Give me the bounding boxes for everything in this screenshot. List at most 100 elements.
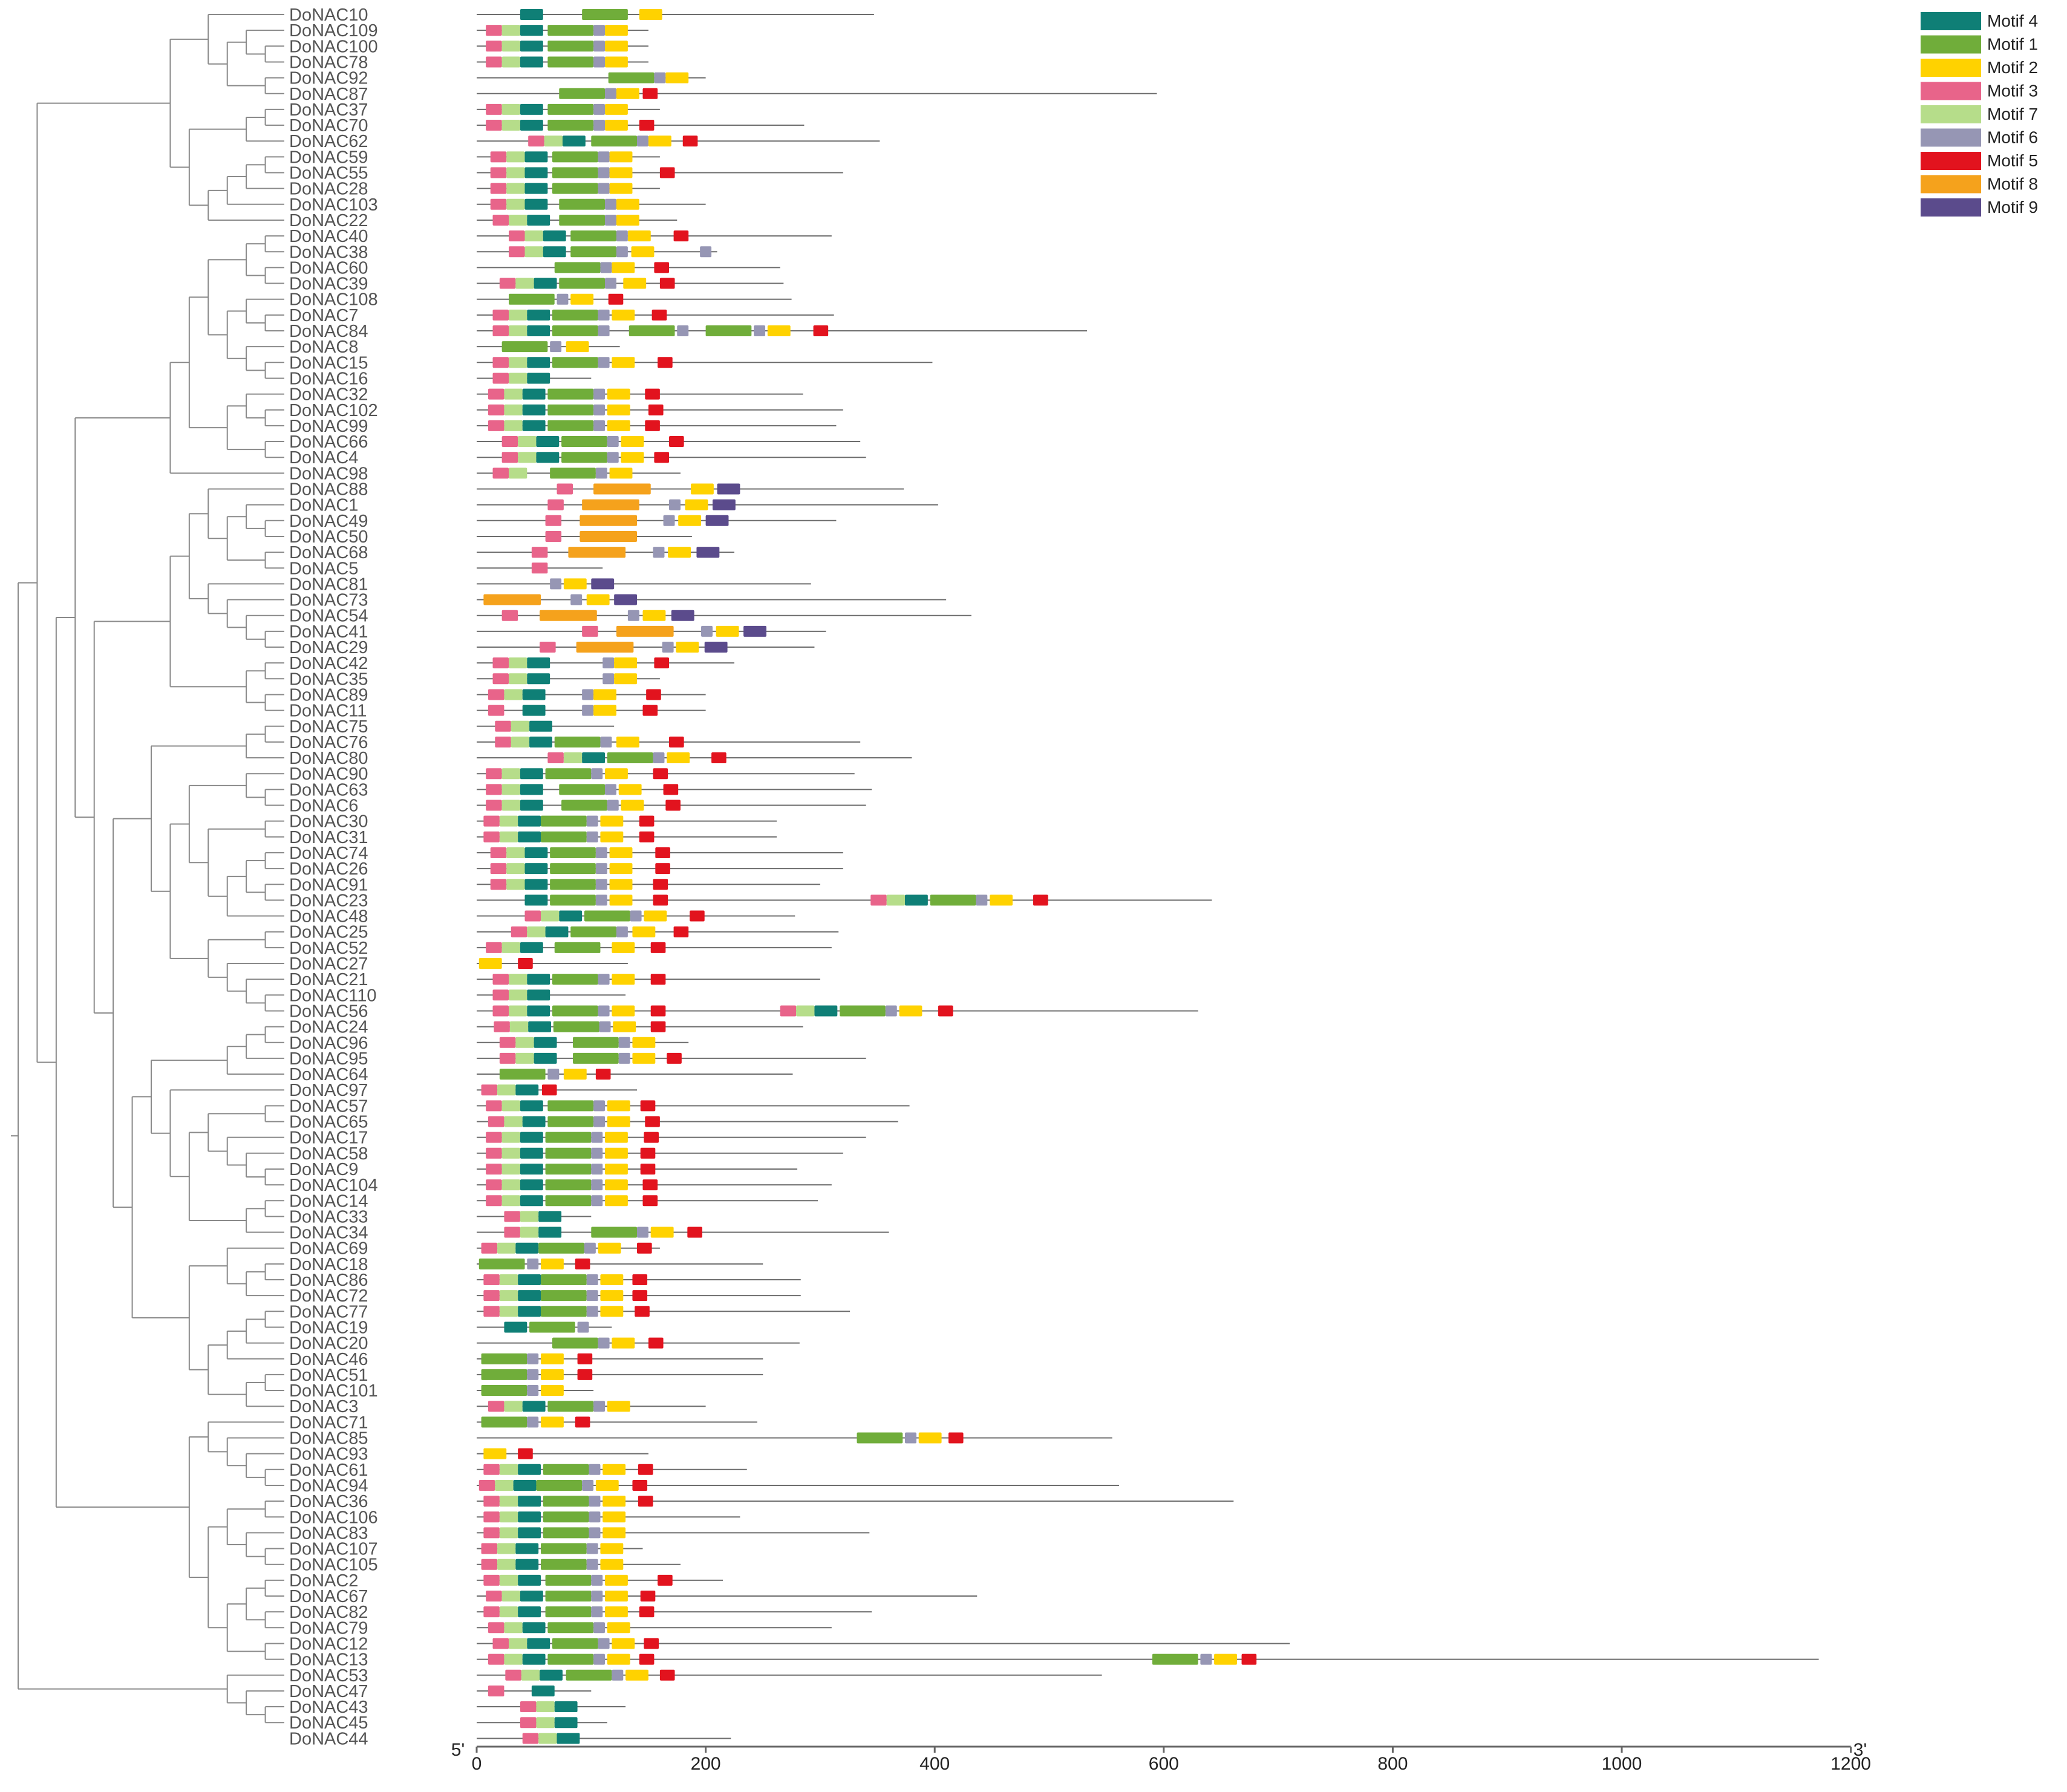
motif-4-box bbox=[520, 1132, 543, 1143]
motif-2-box bbox=[605, 120, 628, 131]
legend-swatch-motif-9 bbox=[1921, 198, 1981, 217]
motif-2-box bbox=[616, 214, 639, 226]
motif-6-box bbox=[547, 1069, 560, 1080]
motif-7-box bbox=[501, 1147, 520, 1159]
motif-7-box bbox=[509, 673, 527, 685]
gene-label: DoNAC2 bbox=[289, 1571, 358, 1591]
motif-7-box bbox=[518, 436, 537, 448]
motif-7-box bbox=[509, 974, 527, 985]
motif-7-box bbox=[509, 325, 527, 336]
motif-3-box bbox=[486, 1147, 502, 1159]
motif-3-box bbox=[582, 625, 598, 637]
motif-6-box bbox=[700, 246, 712, 258]
motif-7-box bbox=[506, 151, 525, 163]
gene-label: DoNAC48 bbox=[289, 907, 368, 927]
motif-3-box bbox=[486, 1132, 502, 1143]
motif-6-box bbox=[586, 1559, 598, 1570]
motif-2-box bbox=[612, 357, 635, 368]
motif-1-box bbox=[545, 1574, 592, 1586]
gene-label: DoNAC23 bbox=[289, 891, 368, 910]
motif-2-box bbox=[614, 657, 638, 669]
motif-6-box bbox=[591, 1574, 603, 1586]
gene-label: DoNAC75 bbox=[289, 717, 368, 737]
motif-5-box bbox=[682, 135, 698, 147]
motif-5-box bbox=[654, 452, 670, 463]
motif-2-box bbox=[609, 879, 633, 890]
motif-1-box bbox=[573, 1052, 619, 1064]
motif-6-box bbox=[595, 468, 607, 479]
gene-label: DoNAC93 bbox=[289, 1445, 368, 1464]
gene-label: DoNAC30 bbox=[289, 812, 368, 832]
motif-2-box bbox=[625, 1669, 648, 1681]
legend-label: Motif 7 bbox=[1987, 105, 2038, 123]
gene-label: DoNAC7 bbox=[289, 306, 358, 325]
motif-2-box bbox=[605, 1132, 628, 1143]
gene-label: DoNAC34 bbox=[289, 1223, 368, 1243]
motif-4-box bbox=[518, 1274, 541, 1285]
motif-1-box bbox=[552, 309, 598, 321]
gene-label: DoNAC98 bbox=[289, 464, 368, 483]
motif-7-box bbox=[527, 926, 546, 937]
motif-5-box bbox=[632, 1290, 648, 1302]
motif-4-box bbox=[534, 1052, 557, 1064]
gene-label: DoNAC49 bbox=[289, 512, 368, 531]
motif-5-box bbox=[948, 1432, 964, 1444]
motif-1-box bbox=[554, 262, 601, 273]
motif-2-box bbox=[600, 1559, 624, 1570]
motif-2-box bbox=[609, 847, 633, 858]
motif-3-box bbox=[870, 894, 887, 906]
motif-4-box bbox=[529, 736, 552, 748]
motif-2-box bbox=[632, 1052, 656, 1064]
gene-label: DoNAC110 bbox=[289, 986, 377, 1005]
gene-label: DoNAC97 bbox=[289, 1081, 368, 1100]
legend-label: Motif 8 bbox=[1987, 175, 2038, 194]
motif-4-box bbox=[520, 1591, 543, 1601]
motif-6-box bbox=[598, 167, 610, 178]
motif-6-box bbox=[605, 88, 616, 99]
motif-6-box bbox=[598, 1638, 610, 1649]
motif-8-box bbox=[580, 530, 638, 542]
motif-4-box bbox=[904, 894, 928, 906]
motif-4-box bbox=[520, 120, 543, 131]
motif-1-box bbox=[584, 910, 630, 922]
motif-6-box bbox=[586, 1543, 598, 1554]
gene-label: DoNAC62 bbox=[289, 132, 368, 151]
motif-6-box bbox=[593, 1100, 606, 1112]
gene-label: DoNAC29 bbox=[289, 638, 368, 657]
motif-1-box bbox=[529, 1321, 575, 1333]
motif-3-box bbox=[492, 214, 509, 226]
motif-3-box bbox=[509, 246, 525, 258]
motif-4-box bbox=[527, 309, 550, 321]
gene-label: DoNAC79 bbox=[289, 1618, 368, 1638]
gene-label: DoNAC68 bbox=[289, 543, 368, 562]
motif-3-box bbox=[522, 1733, 539, 1744]
motif-7-box bbox=[509, 373, 527, 384]
motif-7-box bbox=[509, 1638, 527, 1649]
motif-3-box bbox=[481, 1242, 498, 1254]
motif-1-box bbox=[930, 894, 976, 906]
motif-6-box bbox=[618, 1037, 630, 1048]
motif-3-box bbox=[499, 278, 516, 289]
gene-label: DoNAC57 bbox=[289, 1096, 368, 1116]
motif-6-box bbox=[591, 1606, 603, 1618]
motif-4-box bbox=[814, 1005, 838, 1017]
motif-1-box bbox=[545, 1179, 592, 1191]
motif-4-box bbox=[554, 1717, 578, 1728]
motif-7-box bbox=[511, 720, 530, 732]
motif-6-box bbox=[595, 847, 607, 858]
motif-4-box bbox=[522, 1116, 546, 1127]
motif-2-box bbox=[609, 863, 633, 875]
motif-6-box bbox=[605, 198, 616, 210]
motif-1-box bbox=[552, 1005, 598, 1017]
motif-7-box bbox=[499, 1511, 518, 1523]
motif-7-box bbox=[509, 309, 527, 321]
motif-4-box bbox=[527, 1005, 550, 1017]
motif-5-box bbox=[637, 1242, 652, 1254]
gene-label: DoNAC102 bbox=[289, 401, 378, 420]
motif-4-box bbox=[524, 167, 548, 178]
motif-1-box bbox=[552, 974, 598, 985]
motif-7-box bbox=[518, 452, 537, 463]
motif-1-box bbox=[561, 800, 607, 811]
motif-3-box bbox=[486, 103, 502, 115]
